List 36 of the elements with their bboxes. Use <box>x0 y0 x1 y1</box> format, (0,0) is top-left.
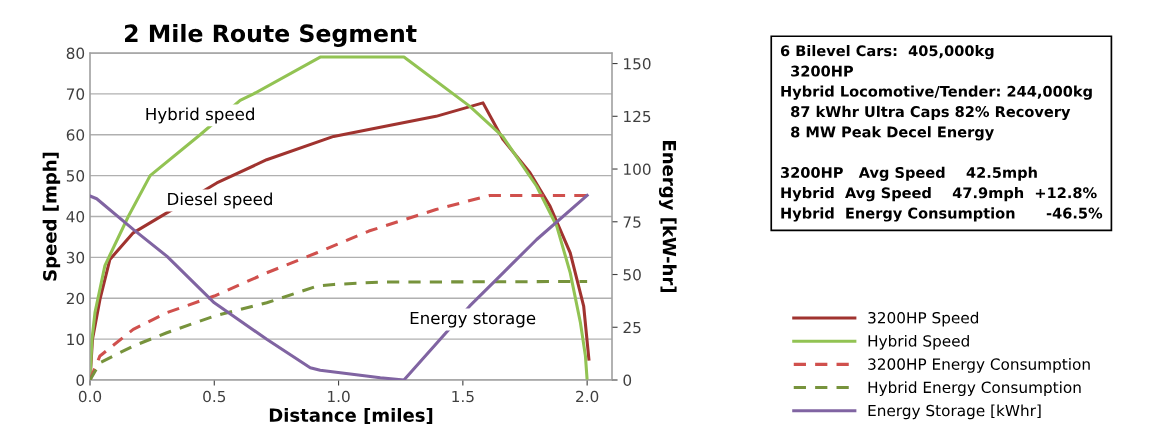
x-tick-label: 1.0 <box>328 390 350 403</box>
x-tick-label: 0.5 <box>203 390 226 403</box>
chart-title: 2 Mile Route Segment <box>124 23 417 47</box>
x-tick-label: 0.0 <box>78 390 102 403</box>
y-tick-label: 70 <box>66 88 85 100</box>
text: 6 Bilevel Cars: 405,000kg 3200HP Hybrid Locomotive/Tender: 244,000kg 87 kWhr Ultra Caps 82% Recovery 8 MW Peak Decel Energy 3200HP Avg Speed 42.5mph Hybrid Avg Speed 47.9mph +12.8% Hybrid Energy Consumption -46.5% <box>780 45 1103 222</box>
x-tick-label: 2.0 <box>576 390 599 403</box>
y2-tick-label: 0 <box>623 374 632 387</box>
y2-tick-label: 25 <box>623 321 641 334</box>
y2-tick-label: 125 <box>624 110 651 123</box>
y-tick-label: 0 <box>76 374 85 387</box>
annotation: Hybrid speed <box>146 107 254 124</box>
legend-label: Energy Storage [kWhr] <box>868 404 1041 420</box>
line-series <box>90 279 589 380</box>
y2-tick-label: 75 <box>623 216 641 228</box>
y2-axis-title: Energy [kW-hr] <box>658 141 677 293</box>
annotation: Diesel speed <box>168 192 272 209</box>
legend-label: 3200HP Speed <box>868 311 979 327</box>
x-tick-label: 1.5 <box>452 390 474 403</box>
y-tick-label: 10 <box>67 333 85 346</box>
y-tick-label: 20 <box>66 292 85 305</box>
legend-label: 3200HP Energy Consumption <box>868 358 1090 373</box>
y2-tick-label: 100 <box>624 163 651 176</box>
legend-label: Hybrid Energy Consumption <box>868 381 1081 397</box>
y-axis-title: Speed [mph] <box>42 152 61 281</box>
y-tick-label: 80 <box>66 47 85 60</box>
y-tick-label: 60 <box>66 129 85 141</box>
legend-label: Hybrid Speed <box>868 334 969 350</box>
x-axis-title: Distance [miles] <box>269 407 433 425</box>
y-tick-label: 40 <box>66 210 85 223</box>
y2-tick-label: 150 <box>624 58 651 70</box>
y-tick-label: 50 <box>66 170 85 182</box>
y-tick-label: 30 <box>66 251 85 264</box>
line-series <box>90 193 589 380</box>
y2-tick-label: 50 <box>623 268 641 281</box>
annotation: Energy storage <box>410 311 536 328</box>
